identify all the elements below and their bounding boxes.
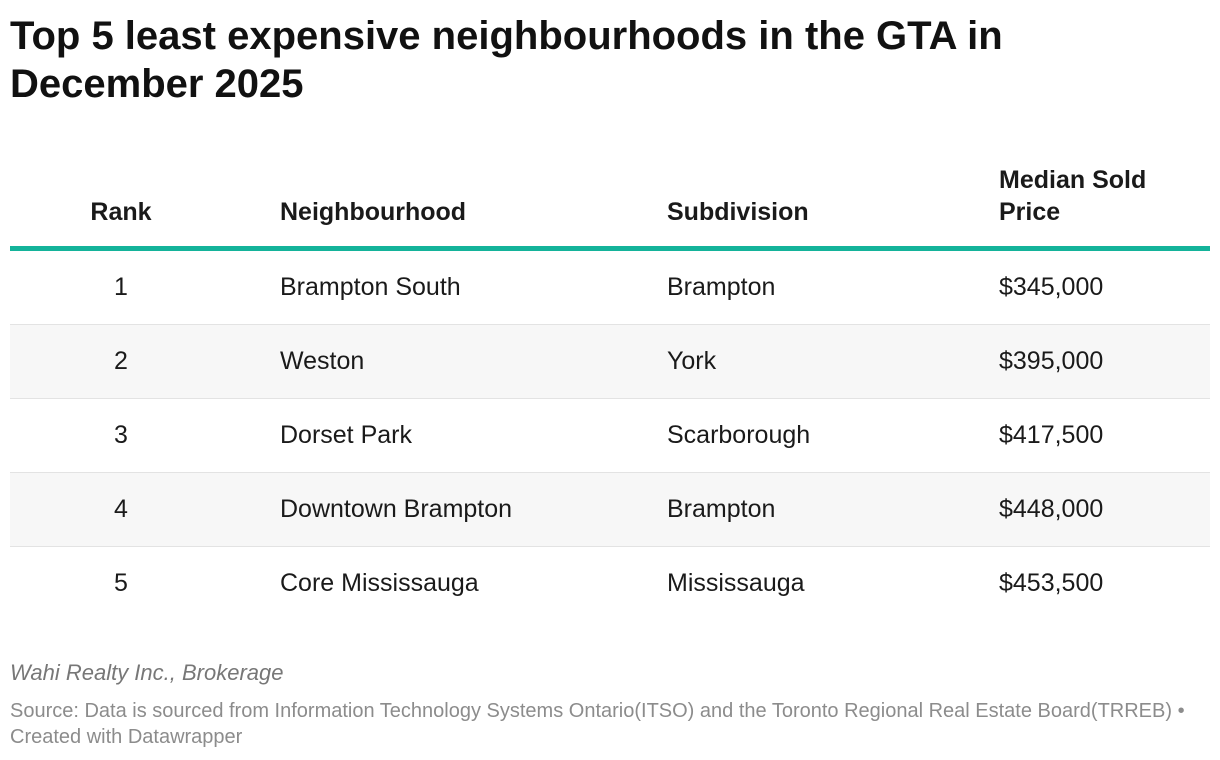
column-header-subdivision[interactable]: Subdivision [667,198,809,226]
cell-neighbourhood: Weston [280,347,365,375]
cell-neighbourhood: Downtown Brampton [280,495,513,523]
cell-subdivision: Scarborough [667,421,811,449]
column-header-rank[interactable]: Rank [90,198,152,226]
cell-subdivision: Brampton [667,273,776,301]
cell-subdivision: Mississauga [667,569,805,597]
cell-median-sold-price: $417,500 [999,421,1104,449]
cell-median-sold-price: $453,500 [999,569,1104,597]
table-row: 1 Brampton South Brampton $345,000 [10,251,1210,325]
cell-rank: 1 [114,273,128,301]
table-header: Rank Neighbourhood Subdivision Median So… [10,162,1210,251]
cell-neighbourhood: Core Mississauga [280,569,479,597]
cell-neighbourhood: Dorset Park [280,421,412,449]
data-table: Rank Neighbourhood Subdivision Median So… [10,162,1210,620]
table-row: 2 Weston York $395,000 [10,325,1210,399]
cell-subdivision: Brampton [667,495,776,523]
table-row: 4 Downtown Brampton Brampton $448,000 [10,473,1210,547]
table-row: 5 Core Mississauga Mississauga $453,500 [10,547,1210,620]
column-header-neighbourhood[interactable]: Neighbourhood [280,198,467,226]
chart-title: Top 5 least expensive neighbourhoods in … [10,14,1003,106]
table-row: 3 Dorset Park Scarborough $417,500 [10,399,1210,473]
credit-line: Wahi Realty Inc., Brokerage [10,660,284,685]
cell-subdivision: York [667,347,717,375]
cell-median-sold-price: $448,000 [999,495,1104,523]
column-header-median-sold-price[interactable]: Median Sold Price [999,166,1147,226]
source-note: Source: Data is sourced from Information… [10,700,1185,748]
cell-rank: 4 [114,495,128,523]
cell-rank: 2 [114,347,128,375]
cell-neighbourhood: Brampton South [280,273,461,301]
cell-median-sold-price: $395,000 [999,347,1104,375]
cell-rank: 5 [114,569,128,597]
cell-rank: 3 [114,421,128,449]
cell-median-sold-price: $345,000 [999,273,1104,301]
